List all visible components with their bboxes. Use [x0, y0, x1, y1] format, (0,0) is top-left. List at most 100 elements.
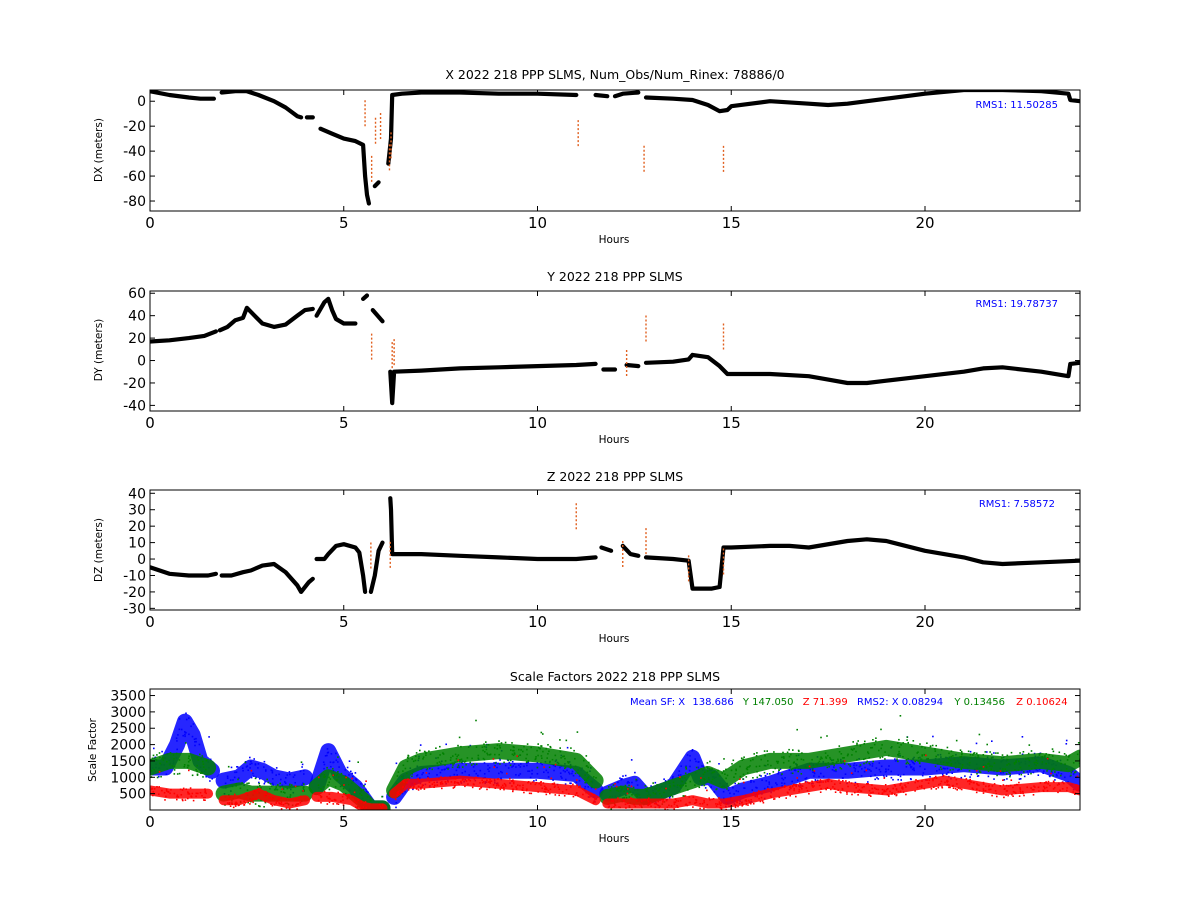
- series-x-point: [535, 779, 537, 781]
- series-z-point: [891, 792, 893, 794]
- series-x-point: [854, 768, 857, 770]
- series-x-point: [515, 774, 517, 776]
- series-z-point: [283, 798, 286, 800]
- series-z-point: [480, 786, 483, 789]
- series-z-point: [871, 784, 873, 786]
- series-z-point: [825, 788, 827, 791]
- series-y-point: [475, 763, 478, 766]
- series-y-point: [1065, 754, 1067, 757]
- series-x-point: [671, 777, 674, 780]
- series-z-point: [819, 791, 822, 793]
- series-y-point: [327, 784, 329, 786]
- series-z-point: [653, 802, 656, 805]
- series-x-point: [344, 769, 347, 771]
- series-z-point: [245, 797, 247, 800]
- series-z-point: [719, 807, 722, 809]
- series-y-point: [610, 786, 613, 788]
- series-y-point: [439, 745, 441, 748]
- position-trace: [219, 90, 304, 120]
- series-z-point: [1006, 790, 1009, 792]
- series-y-point: [969, 757, 972, 759]
- series-z-point: [454, 781, 456, 783]
- series-y-point: [547, 753, 549, 755]
- series-z-point: [181, 789, 184, 791]
- series-z-point: [402, 786, 404, 788]
- series-y-point: [917, 760, 919, 762]
- series-z-point: [630, 797, 632, 799]
- series-y-point: [586, 771, 589, 774]
- sf-mean-y: Y 147.050: [742, 697, 794, 708]
- series-y-point: [150, 770, 153, 772]
- series-y-point: [1006, 754, 1009, 757]
- series-z-point: [522, 784, 524, 787]
- series-z-point: [750, 799, 752, 801]
- series-z-point: [948, 786, 950, 789]
- series-x-point: [523, 765, 525, 768]
- series-z-point: [914, 781, 916, 784]
- series-y-point: [258, 782, 260, 785]
- series-z-point: [773, 798, 776, 800]
- series-z-point: [356, 807, 358, 809]
- series-z-point: [452, 787, 455, 789]
- series-y-point: [646, 790, 648, 792]
- series-z-point: [363, 808, 366, 810]
- series-y-point: [466, 757, 469, 759]
- series-y-point: [783, 757, 785, 759]
- series-x-point: [348, 774, 350, 776]
- series-z-point: [540, 784, 542, 786]
- series-z-point: [947, 780, 949, 782]
- series-z-point: [841, 788, 844, 791]
- series-y-point: [718, 775, 721, 777]
- series-y-point: [702, 773, 705, 776]
- series-y-point: [982, 754, 985, 756]
- series-z-point: [824, 781, 827, 783]
- series-y-point: [960, 750, 963, 753]
- series-y-point: [817, 762, 820, 764]
- series-x-point: [488, 767, 491, 769]
- series-x-point: [667, 779, 670, 781]
- series-z-point: [415, 788, 418, 790]
- series-z-point: [1032, 794, 1035, 796]
- series-y-point: [867, 751, 869, 753]
- series-z-point: [960, 788, 963, 791]
- panel-sf-xlabel: Hours: [599, 833, 630, 845]
- series-y-point: [286, 787, 289, 790]
- series-y-point: [934, 765, 937, 768]
- series-y-point: [518, 748, 520, 751]
- series-z-point: [617, 797, 619, 799]
- series-x-point: [507, 767, 510, 769]
- series-z-point: [549, 788, 552, 791]
- position-trace: [150, 565, 218, 578]
- series-z-point: [263, 795, 266, 798]
- series-y-point: [526, 743, 529, 745]
- series-y-point: [844, 763, 846, 765]
- y-tick-label: -30: [123, 601, 146, 617]
- series-y-point: [586, 779, 588, 781]
- series-y-point: [993, 762, 996, 764]
- series-y-point: [591, 785, 593, 788]
- series-y-point: [959, 756, 961, 758]
- series-z-point: [497, 784, 500, 787]
- series-y-point: [658, 789, 660, 792]
- series-y-point: [955, 739, 958, 742]
- position-trace: [370, 308, 385, 324]
- series-x-point: [776, 783, 778, 786]
- series-y-point: [537, 754, 539, 757]
- series-z-point: [593, 798, 596, 800]
- series-x-point: [894, 760, 897, 762]
- series-z-point: [975, 769, 978, 772]
- series-z-point: [288, 807, 291, 810]
- series-z-point: [884, 790, 887, 793]
- series-y-point: [277, 784, 279, 786]
- series-y-point: [1058, 751, 1061, 754]
- y-tick-label: -60: [123, 169, 146, 185]
- series-y-point: [415, 755, 417, 757]
- series-y-point: [859, 745, 862, 747]
- series-z-point: [228, 802, 231, 804]
- series-x-point: [929, 776, 931, 778]
- panel-dx-ylabel: DX (meters): [93, 118, 105, 182]
- series-z-point: [971, 787, 974, 789]
- series-y-point: [942, 761, 945, 764]
- series-y-point: [1014, 769, 1016, 771]
- series-z-point: [894, 785, 897, 787]
